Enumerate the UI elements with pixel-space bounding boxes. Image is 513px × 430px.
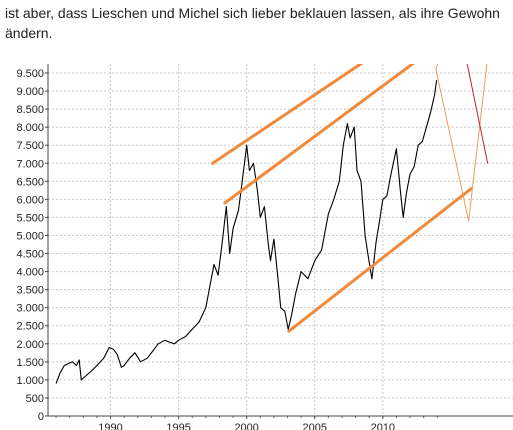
y-tick-label: 8.000 — [16, 122, 44, 134]
y-tick-label: 4.500 — [16, 249, 44, 261]
y-tick-label: 5.000 — [16, 230, 44, 242]
y-tick-label: 1.500 — [16, 357, 44, 369]
caption-text: ist aber, dass Lieschen und Michel sich … — [5, 3, 513, 43]
y-tick-label: 2.000 — [16, 339, 44, 351]
y-tick-label: 5.500 — [16, 212, 44, 224]
x-tick-labels: 1990 1995 2000 2005 2010 — [98, 422, 395, 430]
axes — [45, 64, 513, 419]
trend-channels — [211, 64, 489, 333]
x-tick-label: 2010 — [371, 422, 395, 430]
y-tick-label: 8.500 — [16, 104, 44, 116]
x-tick-label: 2000 — [234, 422, 258, 430]
middle-channel-line — [223, 64, 415, 205]
price-series — [55, 80, 438, 384]
y-tick-labels: 0 500 1.000 1.500 2.000 2.500 3.000 3.500 4.000 4… — [16, 68, 44, 423]
red-trend-line — [466, 64, 489, 164]
x-tick-label: 1990 — [98, 422, 122, 430]
y-tick-label: 2.500 — [16, 321, 44, 333]
thin-orange-line — [435, 68, 470, 222]
y-tick-label: 500 — [26, 393, 44, 405]
y-tick-label: 6.500 — [16, 176, 44, 188]
y-tick-label: 6.000 — [16, 194, 44, 206]
caption-line-2: ändern. — [5, 25, 53, 41]
thin-orange-line — [468, 64, 488, 222]
y-tick-label: 3.500 — [16, 285, 44, 297]
y-tick-label: 7.500 — [16, 140, 44, 152]
upper-channel-line — [211, 64, 364, 165]
y-tick-label: 0 — [38, 411, 44, 423]
y-tick-label: 9.500 — [16, 68, 44, 80]
x-tick-label: 1995 — [166, 422, 190, 430]
y-tick-label: 7.000 — [16, 158, 44, 170]
caption-line-1: ist aber, dass Lieschen und Michel sich … — [5, 5, 500, 21]
x-tick-label: 2005 — [303, 422, 327, 430]
y-tick-label: 3.000 — [16, 303, 44, 315]
thin-orange-line — [435, 64, 439, 70]
price-line — [55, 80, 438, 384]
y-tick-label: 4.000 — [16, 267, 44, 279]
lower-channel-line — [287, 187, 473, 333]
y-tick-label: 1.000 — [16, 375, 44, 387]
y-tick-label: 9.000 — [16, 86, 44, 98]
